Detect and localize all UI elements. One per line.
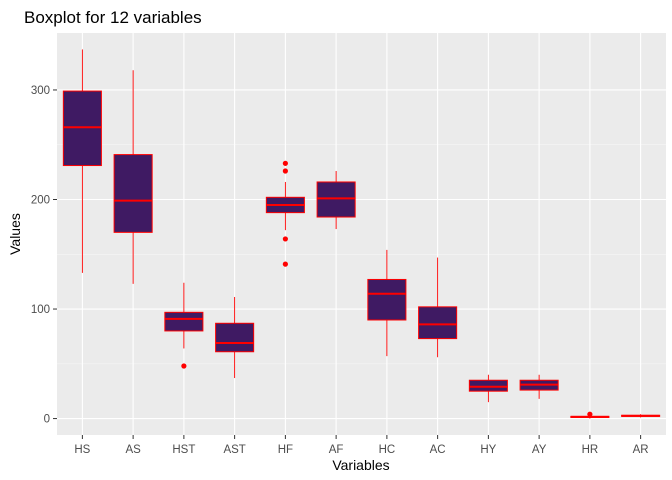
x-tick-label: AY [532, 444, 547, 456]
x-tick-label: HST [172, 444, 195, 456]
x-tick-label: AF [329, 444, 344, 456]
box-ac [418, 257, 458, 358]
iqr-box [215, 322, 255, 353]
box-hc [367, 249, 407, 357]
x-tick-label: HY [480, 444, 496, 456]
x-tick-label: HS [74, 444, 90, 456]
x-tick-label: HC [379, 444, 396, 456]
outlier-point [282, 261, 288, 267]
y-axis-title: Values [7, 213, 23, 255]
x-tick-label: AR [633, 444, 649, 456]
outlier-point [282, 160, 288, 166]
x-axis: HS AS HST AST HF AF HC AC HY AY HR AR [74, 435, 649, 456]
iqr-box [468, 379, 508, 392]
y-tick-label: 200 [31, 194, 50, 206]
outlier-point [181, 363, 187, 369]
y-tick-label: 300 [31, 85, 50, 97]
iqr-box [62, 90, 102, 167]
y-axis: 0 100 200 300 [31, 85, 57, 426]
box-af [316, 171, 356, 230]
outlier-point [282, 236, 288, 242]
boxes-layer [62, 49, 661, 419]
box-hst [164, 282, 204, 369]
box-hs [62, 49, 102, 273]
box-as [113, 70, 153, 284]
y-tick-label: 100 [31, 304, 50, 316]
outlier-point [282, 168, 288, 174]
iqr-box [164, 311, 204, 332]
iqr-box [418, 306, 458, 340]
box-hf [265, 160, 305, 267]
chart-title: Boxplot for 12 variables [24, 8, 202, 27]
x-tick-label: AC [430, 444, 446, 456]
iqr-box [367, 278, 407, 321]
box-hy [468, 374, 508, 403]
box-ast [215, 296, 255, 379]
y-tick-label: 0 [44, 414, 50, 426]
plot-panel [57, 33, 666, 435]
box-ay [519, 374, 559, 399]
grid-lines [57, 33, 666, 435]
x-tick-label: HF [278, 444, 293, 456]
outlier-point [587, 411, 593, 417]
x-tick-label: AST [223, 444, 245, 456]
iqr-box [316, 181, 356, 218]
box-ar [621, 414, 661, 418]
x-tick-label: HR [582, 444, 599, 456]
box-hr [570, 411, 610, 419]
x-tick-label: AS [125, 444, 141, 456]
iqr-box [113, 154, 153, 233]
x-axis-title: Variables [332, 457, 389, 473]
